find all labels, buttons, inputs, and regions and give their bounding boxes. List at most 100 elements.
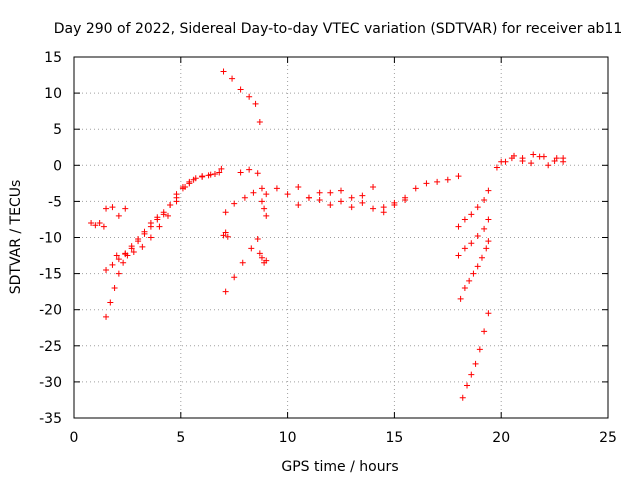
data-point (231, 200, 238, 207)
data-point (528, 160, 535, 167)
y-tick-label: 0 (53, 158, 62, 174)
data-point (474, 263, 481, 270)
y-tick-label: 10 (44, 86, 62, 102)
data-point (551, 157, 558, 164)
data-point (461, 216, 468, 223)
data-point (327, 202, 334, 209)
x-tick-label: 0 (70, 430, 79, 446)
data-point (258, 254, 265, 261)
x-tick-label: 20 (492, 430, 510, 446)
data-point (115, 212, 122, 219)
data-point (261, 205, 268, 212)
data-point (246, 93, 253, 100)
data-point (182, 183, 189, 190)
data-point (141, 230, 148, 237)
data-point (476, 346, 483, 353)
series-arc-i (220, 229, 231, 240)
data-point (186, 180, 193, 187)
data-point (455, 173, 462, 180)
data-point (222, 229, 229, 236)
series-arc-p (455, 216, 492, 259)
data-point (498, 158, 505, 165)
data-point (256, 118, 263, 125)
data-point (252, 100, 259, 107)
data-point (239, 259, 246, 266)
series-arc-k (256, 250, 270, 266)
data-point (327, 189, 334, 196)
data-point (380, 209, 387, 216)
data-point (466, 277, 473, 284)
data-point (434, 178, 441, 185)
data-point (402, 194, 409, 201)
y-tick-label: -30 (39, 375, 62, 391)
data-point (468, 240, 475, 247)
data-point (109, 261, 116, 268)
data-point (107, 299, 114, 306)
data-point (485, 216, 492, 223)
data-point (92, 222, 99, 229)
data-point (481, 225, 488, 232)
x-tick-labels: 0 5 10 15 20 25 (70, 430, 617, 446)
data-point (222, 288, 229, 295)
data-point (380, 204, 387, 211)
data-point (139, 243, 146, 250)
series-arc-m (273, 173, 462, 212)
series-arc-j (237, 166, 261, 177)
data-point (459, 394, 466, 401)
data-point (220, 68, 227, 75)
data-point (218, 165, 225, 172)
data-points (88, 68, 567, 401)
data-point (258, 198, 265, 205)
data-point (519, 157, 526, 164)
data-point (258, 185, 265, 192)
data-point (457, 295, 464, 302)
data-point (164, 212, 171, 219)
y-tick-label: -20 (39, 303, 62, 319)
x-tick-label: 25 (599, 430, 617, 446)
data-point (444, 176, 451, 183)
data-point (111, 285, 118, 292)
y-tick-label: -35 (39, 411, 62, 427)
data-point (470, 270, 477, 277)
series-arc-n (295, 183, 409, 216)
data-point (468, 211, 475, 218)
x-tick-label: 15 (385, 430, 403, 446)
series-arc-g (222, 185, 270, 216)
data-point (147, 223, 154, 230)
data-point (115, 270, 122, 277)
data-point (359, 199, 366, 206)
series-arc-e (113, 169, 223, 259)
data-point (508, 155, 515, 162)
y-tick-label: -15 (39, 267, 62, 283)
series-arc-a (88, 220, 107, 230)
data-point (391, 199, 398, 206)
data-point (338, 198, 344, 205)
y-tick-label: -25 (39, 339, 62, 355)
data-point (530, 151, 537, 158)
data-point (231, 274, 238, 281)
series-arc-h (222, 235, 261, 295)
y-tick-label: 15 (44, 50, 62, 66)
x-tick-label: 5 (176, 430, 185, 446)
series-arc-o (455, 187, 492, 230)
data-point (412, 185, 419, 192)
data-point (122, 205, 129, 212)
data-point (478, 254, 485, 261)
data-point (190, 176, 197, 183)
data-point (493, 164, 500, 171)
data-point (348, 204, 355, 211)
data-point (540, 153, 547, 160)
data-point (222, 209, 229, 216)
data-point (248, 245, 255, 252)
data-point (130, 248, 137, 255)
data-point (246, 166, 253, 173)
data-point (485, 310, 492, 317)
data-point (147, 234, 154, 241)
data-point (474, 204, 481, 211)
data-point (263, 212, 270, 219)
data-point (100, 223, 107, 230)
data-point (173, 198, 180, 205)
data-point (211, 170, 218, 177)
data-point (359, 192, 366, 199)
